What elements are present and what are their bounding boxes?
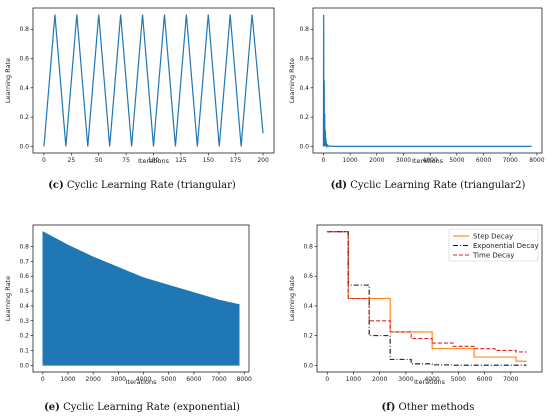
panel-caption: (e) Cyclic Learning Rate (exponential) (44, 402, 240, 413)
x-tick-label: 50 (95, 157, 103, 164)
x-tick-label: 7000 (503, 157, 518, 164)
x-tick-label: 5000 (449, 157, 464, 164)
x-axis-label: Iterations (138, 157, 170, 165)
y-tick-label: 0.4 (299, 85, 309, 92)
legend-label: Exponential Decay (473, 242, 539, 250)
x-tick-label: 5000 (451, 376, 466, 383)
y-tick-label: 0.4 (19, 85, 29, 92)
x-axis-label: Iterations (414, 378, 446, 386)
x-tick-label: 0 (321, 157, 325, 164)
legend-label: Time Decay (472, 252, 514, 260)
y-tick-label: 0.6 (303, 273, 313, 280)
y-tick-label: 0.7 (19, 258, 29, 265)
caption-label: (d) (331, 180, 347, 191)
x-tick-label: 1000 (342, 157, 357, 164)
y-tick-label: 0.5 (19, 288, 29, 295)
panel-caption: (c) Cyclic Learning Rate (triangular) (48, 180, 236, 191)
x-tick-label: 150 (203, 157, 215, 164)
y-tick-label: 0.8 (299, 26, 309, 33)
y-tick-label: 0.4 (303, 303, 313, 310)
x-tick-label: 0 (42, 157, 46, 164)
y-tick-label: 0.6 (19, 273, 29, 280)
y-tick-label: 0.0 (19, 362, 29, 369)
y-tick-label: 0.8 (19, 26, 29, 33)
axes-frame (312, 7, 543, 154)
axes-frame (32, 224, 250, 373)
x-tick-label: 6000 (476, 157, 491, 164)
caption-text: Cyclic Learning Rate (triangular2) (347, 180, 525, 191)
y-tick-label: 0.0 (303, 362, 313, 369)
x-tick-label: 2000 (372, 376, 387, 383)
series-line-0 (322, 14, 532, 149)
y-axis-label: Learning Rate (288, 58, 296, 103)
x-tick-label: 8000 (529, 157, 544, 164)
panel-e: 0 1000 2000 3000 4000 5000 6000 7000 8000 0.0 0.1 0… (4, 224, 252, 413)
y-tick-label: 0.6 (299, 56, 309, 63)
x-axis-label: Iterations (126, 378, 158, 386)
caption-text: Cyclic Learning Rate (exponential) (60, 402, 240, 413)
x-axis-label: Iterations (412, 157, 444, 165)
axes-frame (32, 7, 275, 154)
x-tick-label: 4000 (424, 376, 439, 383)
x-tick-label: 8000 (237, 376, 252, 383)
x-tick-label: 3000 (111, 376, 126, 383)
y-tick-label: 0.2 (19, 114, 29, 121)
x-tick-label: 125 (175, 157, 187, 164)
x-tick-label: 3000 (398, 376, 413, 383)
x-tick-label: 2000 (86, 376, 101, 383)
axes-frame (316, 224, 543, 373)
caption-text: Cyclic Learning Rate (triangular) (64, 180, 236, 191)
panel-d: 0 1000 2000 3000 4000 5000 6000 7000 8000 0.0 0.2 0… (288, 7, 545, 191)
x-tick-label: 1000 (60, 376, 75, 383)
x-tick-label: 5000 (161, 376, 176, 383)
x-tick-label: 4000 (136, 376, 151, 383)
series-line-exponential-decay (327, 231, 527, 366)
legend-box (448, 228, 539, 262)
x-tick-label: 6000 (186, 376, 201, 383)
area-series (42, 231, 240, 366)
caption-label: (c) (48, 180, 64, 191)
caption-label: (f) (382, 402, 396, 413)
y-tick-label: 0.4 (19, 303, 29, 310)
y-axis-label: Learning Rate (288, 276, 296, 321)
y-axis-label: Learning Rate (4, 276, 12, 321)
series-line-0 (43, 14, 264, 147)
x-tick-label: 75 (122, 157, 130, 164)
caption-label: (e) (44, 402, 60, 413)
y-tick-label: 0.0 (19, 143, 29, 150)
y-tick-label: 0.6 (19, 56, 29, 63)
x-tick-label: 0 (41, 376, 45, 383)
x-tick-label: 7000 (503, 376, 518, 383)
x-tick-label: 6000 (477, 376, 492, 383)
x-tick-label: 1000 (346, 376, 361, 383)
y-tick-label: 0.2 (303, 333, 313, 340)
x-tick-label: 2000 (369, 157, 384, 164)
x-tick-label: 175 (230, 157, 242, 164)
y-tick-label: 0.2 (19, 333, 29, 340)
x-tick-label: 25 (68, 157, 76, 164)
x-tick-label: 3000 (396, 157, 411, 164)
y-tick-label: 0.0 (299, 143, 309, 150)
panel-c: 0 25 50 75 100 125 150 175 200 0.0 0.2 0.4 0.6 0.8 Ite… (4, 7, 275, 191)
y-tick-label: 0.2 (299, 114, 309, 121)
x-tick-label: 4000 (423, 157, 438, 164)
panel-f: 0 1000 2000 3000 4000 5000 6000 7000 0.0 0.2 0.4 0.… (288, 224, 543, 413)
x-tick-label: 200 (257, 157, 269, 164)
panel-caption: (f) Other methods (382, 402, 475, 413)
x-tick-label: 7000 (211, 376, 226, 383)
y-tick-label: 0.3 (19, 318, 29, 325)
y-tick-label: 0.1 (19, 347, 29, 354)
y-tick-label: 0.8 (19, 244, 29, 251)
x-tick-label: 100 (148, 157, 160, 164)
legend-label: Step Decay (473, 233, 513, 241)
y-axis-label: Learning Rate (4, 58, 12, 103)
x-tick-label: 0 (325, 376, 329, 383)
y-tick-label: 0.8 (303, 244, 313, 251)
caption-text: Other methods (395, 402, 474, 413)
panel-caption: (d) Cyclic Learning Rate (triangular2) (331, 180, 526, 191)
